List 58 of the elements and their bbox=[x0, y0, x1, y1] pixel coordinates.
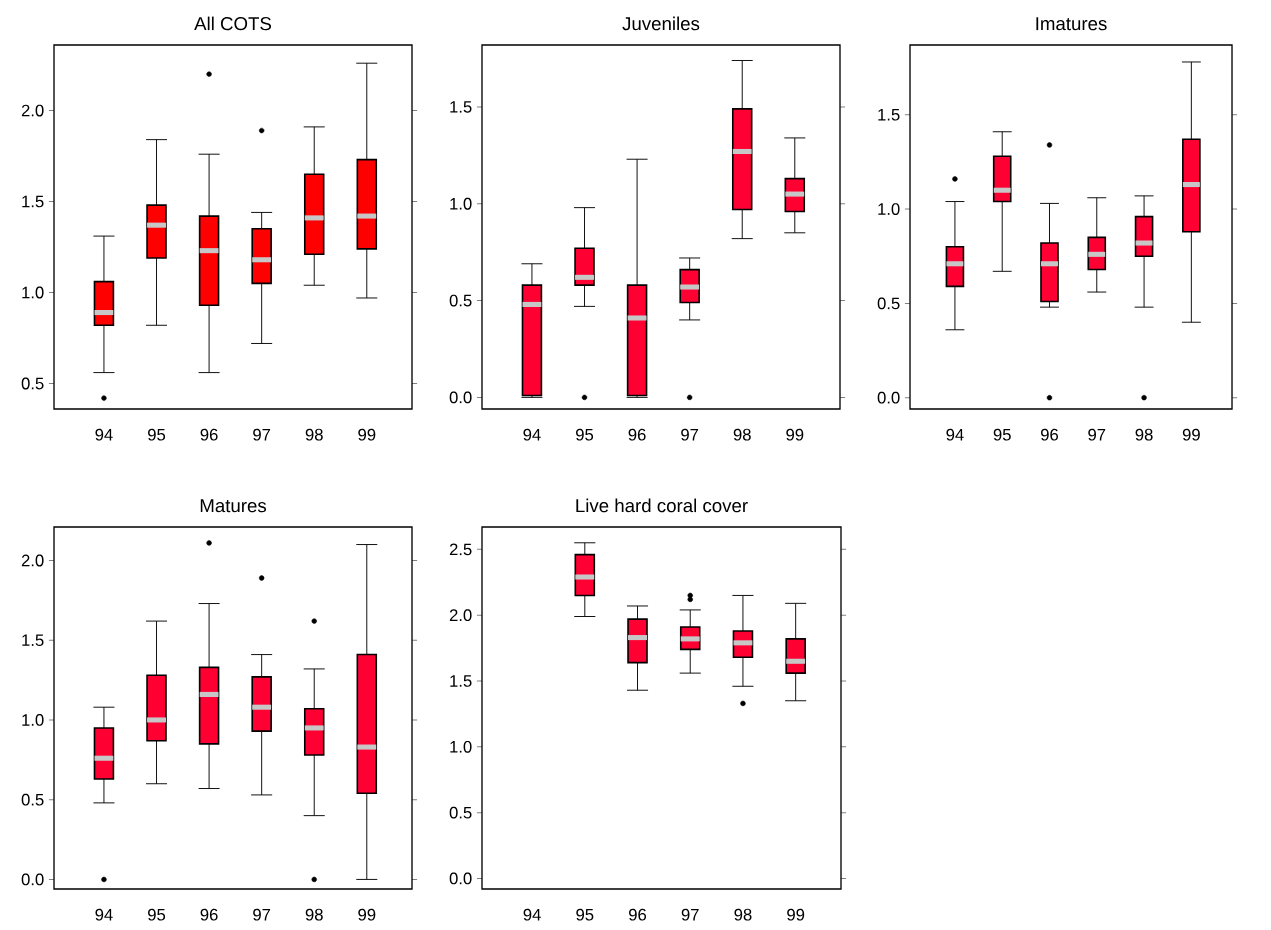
x-tick-label: 94 bbox=[946, 428, 964, 441]
chart-title: Juveniles bbox=[622, 16, 700, 31]
y-tick-label: 1.0 bbox=[22, 286, 44, 299]
x-tick-label: 98 bbox=[1135, 428, 1153, 441]
x-tick-label: 94 bbox=[95, 428, 113, 441]
y-tick-label: 0.0 bbox=[449, 391, 472, 404]
y-tick-label: 1.5 bbox=[450, 675, 472, 687]
y-tick-label: 1.5 bbox=[22, 195, 44, 208]
y-tick-label: 0.5 bbox=[449, 806, 472, 819]
x-tick-label: 96 bbox=[628, 428, 646, 441]
x-tick-label: 98 bbox=[305, 428, 323, 441]
y-tick-label: 0.0 bbox=[877, 391, 900, 404]
y-tick-label: 1.5 bbox=[22, 634, 44, 647]
y-tick-label: 1.0 bbox=[22, 714, 44, 726]
x-tick-label: 98 bbox=[734, 908, 752, 921]
x-tick-label: 94 bbox=[523, 428, 541, 441]
y-tick-label: 0.5 bbox=[877, 297, 900, 310]
chart-title: Imatures bbox=[1036, 17, 1107, 31]
x-tick-label: 96 bbox=[200, 428, 218, 441]
x-tick-label: 96 bbox=[1041, 428, 1059, 441]
x-tick-label: 99 bbox=[1182, 428, 1200, 441]
x-tick-label: 99 bbox=[787, 908, 805, 921]
x-tick-label: 96 bbox=[200, 908, 218, 921]
x-tick-label: 97 bbox=[681, 428, 699, 441]
y-tick-label: 1.0 bbox=[450, 197, 472, 210]
y-tick-label: 2.0 bbox=[21, 104, 44, 117]
y-tick-label: 0.5 bbox=[21, 793, 44, 806]
x-tick-label: 94 bbox=[95, 908, 113, 921]
y-tick-label: 1.5 bbox=[450, 101, 472, 113]
y-tick-label: 0.0 bbox=[21, 873, 44, 886]
x-tick-label: 95 bbox=[576, 428, 594, 441]
x-tick-label: 99 bbox=[358, 428, 376, 441]
y-tick-label: 0.5 bbox=[21, 377, 44, 390]
chart-title: All COTS bbox=[194, 16, 272, 31]
x-tick-label: 97 bbox=[1088, 428, 1106, 441]
y-tick-label: 0.5 bbox=[449, 294, 472, 307]
y-tick-label: 2.0 bbox=[449, 609, 472, 622]
y-tick-label: 0.0 bbox=[449, 872, 472, 885]
x-tick-label: 95 bbox=[576, 908, 594, 921]
x-tick-label: 95 bbox=[148, 908, 166, 921]
x-tick-label: 99 bbox=[786, 428, 804, 441]
x-tick-label: 95 bbox=[993, 428, 1011, 441]
y-tick-label: 1.5 bbox=[878, 108, 900, 121]
y-tick-label: 1.0 bbox=[878, 203, 900, 215]
x-tick-label: 96 bbox=[629, 908, 647, 921]
x-tick-label: 97 bbox=[681, 908, 699, 921]
x-tick-label: 97 bbox=[253, 428, 271, 441]
x-tick-label: 98 bbox=[733, 428, 751, 441]
y-tick-label: 2.5 bbox=[449, 543, 472, 556]
x-tick-label: 99 bbox=[358, 908, 376, 921]
x-tick-label: 97 bbox=[253, 908, 271, 921]
chart-title: Matures bbox=[200, 499, 267, 513]
x-tick-label: 94 bbox=[523, 908, 541, 921]
chart-title: Live hard coral cover bbox=[576, 498, 748, 513]
x-tick-label: 98 bbox=[305, 908, 323, 921]
y-tick-label: 2.0 bbox=[21, 554, 44, 567]
y-tick-label: 1.0 bbox=[450, 740, 472, 753]
x-tick-label: 95 bbox=[148, 428, 166, 441]
